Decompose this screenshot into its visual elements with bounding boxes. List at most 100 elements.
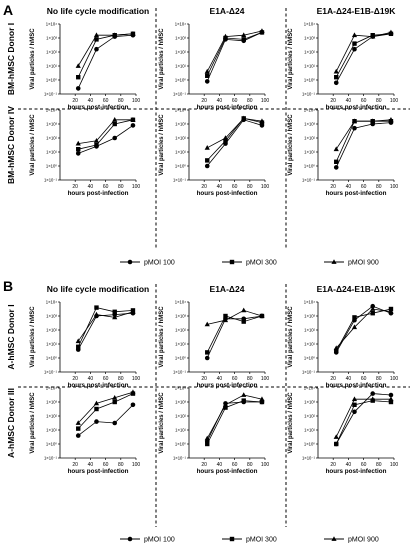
y-tick-label: 1×10⁰ [175, 356, 186, 361]
x-tick-label: 60 [103, 184, 109, 190]
y-tick-label: 1×10⁻¹ [302, 92, 316, 97]
x-tick-label: 40 [217, 184, 223, 190]
x-axis-title: hours post-infection [197, 104, 258, 111]
y-tick-label: 1×10⁴ [175, 300, 186, 305]
panel-0-1-2: 1×10⁻¹ 1×10⁰ 1×10¹ 1×10² 1×10³ 1×10⁴ 20 40 60 80 1… [288, 108, 398, 198]
legend-marker [127, 259, 133, 265]
x-tick-label: 60 [232, 184, 238, 190]
series-line-0 [78, 125, 134, 154]
row-label-1-0: A-hMSC Donor I [6, 304, 16, 369]
series-2-point [222, 402, 229, 407]
x-tick-label: 100 [132, 376, 141, 382]
series-1-point [76, 147, 81, 152]
y-tick-label: 1×10⁰ [46, 164, 57, 169]
series-1-point [352, 315, 357, 320]
panel-1-0-0: 1×10⁻¹ 1×10⁰ 1×10¹ 1×10² 1×10³ 1×10⁴ 20 40 60 80 1… [30, 300, 140, 390]
y-tick-label: 1×10² [46, 136, 57, 141]
section-b-label: B [3, 278, 14, 294]
series-2-point [333, 146, 339, 152]
series-2-point [112, 395, 118, 400]
x-tick-label: 20 [330, 376, 336, 382]
y-tick-label: 1×10⁴ [304, 300, 315, 305]
series-line-2 [77, 391, 134, 424]
y-tick-label: 1×10² [304, 414, 315, 419]
series-0-point [204, 79, 210, 84]
series-2-point [370, 306, 376, 311]
series-line-1 [335, 308, 392, 352]
legend-marker [229, 536, 235, 542]
y-tick-label: 1×10⁰ [175, 442, 186, 447]
y-tick-label: 1×10⁻¹ [302, 178, 316, 183]
x-tick-label: 100 [261, 98, 270, 104]
y-tick-label: 1×10⁻¹ [173, 456, 187, 461]
series-line-0 [206, 32, 263, 82]
y-tick-label: 1×10¹ [304, 64, 315, 69]
y-tick-label: 1×10⁰ [304, 356, 315, 361]
y-tick-label: 1×10² [304, 136, 315, 141]
y-tick-label: 1×10⁻¹ [173, 92, 187, 97]
x-tick-label: 100 [132, 462, 141, 468]
x-tick-label: 20 [330, 184, 336, 190]
x-tick-label: 80 [376, 376, 382, 382]
series-2-point [370, 118, 376, 124]
y-tick-label: 1×10³ [175, 122, 186, 127]
series-2-point [75, 420, 81, 425]
series-2-point [351, 396, 358, 402]
x-tick-label: 80 [376, 98, 382, 104]
y-tick-label: 1×10⁴ [175, 108, 186, 113]
y-tick-label: 1×10² [304, 50, 315, 55]
x-axis-title: hours post-infection [197, 190, 258, 197]
column-header-1-1: E1A-Δ24 [210, 284, 245, 294]
y-tick-label: 1×10³ [304, 400, 315, 405]
legend-label: pMOI 900 [348, 537, 379, 544]
series-0-point [130, 123, 136, 128]
y-tick-label: 1×10² [175, 328, 186, 333]
series-line-1 [77, 393, 134, 429]
series-2-point [204, 321, 210, 327]
y-tick-label: 1×10¹ [304, 150, 315, 155]
x-axis-title: hours post-infection [68, 468, 129, 475]
series-0-point [204, 355, 210, 361]
series-1-point [112, 399, 117, 405]
x-tick-label: 100 [132, 184, 141, 190]
y-tick-label: 1×10¹ [304, 428, 315, 433]
x-tick-label: 40 [88, 376, 94, 382]
series-1-point [205, 73, 210, 78]
y-tick-label: 1×10¹ [175, 64, 186, 69]
series-2-point [351, 324, 358, 330]
legend-item-0-2: pMOI 900 [324, 259, 379, 267]
y-tick-label: 1×10¹ [175, 428, 186, 433]
series-line-0 [77, 404, 134, 436]
series-0-point [130, 402, 136, 408]
panel-1-0-2: 1×10⁻¹ 1×10⁰ 1×10¹ 1×10² 1×10³ 1×10⁴ 20 40 60 80 1… [288, 300, 398, 390]
y-tick-label: 1×10³ [46, 314, 57, 319]
series-line-1 [206, 315, 263, 353]
y-tick-label: 1×10³ [175, 400, 186, 405]
x-tick-label: 100 [390, 184, 399, 190]
series-2-point [93, 400, 100, 406]
panel-0-0-1: 1×10⁻¹ 1×10⁰ 1×10¹ 1×10² 1×10³ 1×10⁴ 20 40 60 80 1… [159, 22, 269, 112]
y-tick-label: 1×10³ [46, 122, 57, 127]
series-1-point [334, 348, 339, 354]
x-tick-label: 80 [118, 376, 124, 382]
series-2-point [204, 68, 210, 74]
series-2-point [259, 313, 265, 318]
y-tick-label: 1×10⁻¹ [173, 370, 187, 375]
series-2-point [370, 33, 376, 39]
column-header-0-1: E1A-Δ24 [210, 6, 245, 16]
y-tick-label: 1×10⁻¹ [44, 178, 58, 183]
y-tick-label: 1×10⁴ [304, 386, 315, 391]
x-tick-label: 100 [390, 462, 399, 468]
x-tick-label: 60 [361, 98, 367, 104]
x-tick-label: 60 [103, 376, 109, 382]
x-tick-label: 20 [330, 462, 336, 468]
y-tick-label: 1×10⁻¹ [302, 456, 316, 461]
series-1-point [259, 399, 265, 405]
series-line-0 [77, 312, 134, 350]
x-tick-label: 20 [72, 462, 78, 468]
series-1-point [352, 402, 357, 407]
x-tick-label: 60 [103, 98, 109, 104]
x-tick-label: 100 [261, 184, 270, 190]
series-2-point [93, 32, 100, 38]
y-tick-label: 1×10³ [175, 314, 186, 319]
